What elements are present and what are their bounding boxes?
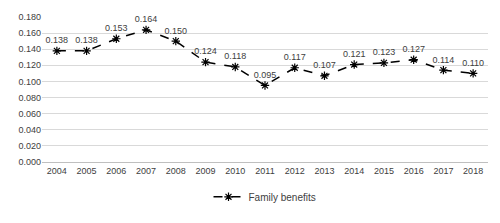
svg-text:0.138: 0.138 [46,35,69,45]
svg-text:0.107: 0.107 [313,60,336,70]
svg-text:2004: 2004 [47,166,67,176]
svg-text:0.124: 0.124 [194,46,217,56]
svg-text:2017: 2017 [433,166,453,176]
svg-text:0.114: 0.114 [432,55,454,65]
svg-text:0.123: 0.123 [373,47,396,57]
svg-text:0.020: 0.020 [18,141,41,151]
svg-text:0.153: 0.153 [105,23,128,33]
svg-text:0.120: 0.120 [18,60,41,70]
svg-text:0.164: 0.164 [135,14,158,24]
svg-text:2012: 2012 [285,166,305,176]
svg-text:2015: 2015 [374,166,394,176]
svg-text:2009: 2009 [196,166,216,176]
svg-text:2016: 2016 [404,166,424,176]
svg-text:2007: 2007 [136,166,156,176]
svg-text:2013: 2013 [314,166,334,176]
svg-text:2008: 2008 [166,166,186,176]
svg-text:2010: 2010 [225,166,245,176]
svg-text:0.080: 0.080 [18,93,41,103]
svg-text:0.000: 0.000 [18,157,41,167]
svg-text:2011: 2011 [255,166,274,176]
svg-text:0.140: 0.140 [18,44,41,54]
svg-text:2014: 2014 [344,166,364,176]
svg-text:0.060: 0.060 [18,109,41,119]
svg-text:0.180: 0.180 [18,12,41,22]
svg-text:0.118: 0.118 [224,51,246,61]
svg-text:2006: 2006 [106,166,126,176]
svg-text:0.160: 0.160 [18,28,41,38]
svg-text:2005: 2005 [77,166,97,176]
svg-text:0.100: 0.100 [18,77,41,87]
svg-text:0.040: 0.040 [18,125,41,135]
svg-text:0.138: 0.138 [75,35,98,45]
svg-text:0.127: 0.127 [402,44,425,54]
svg-text:0.117: 0.117 [284,52,306,62]
svg-text:Family benefits: Family benefits [249,192,316,203]
svg-text:0.095: 0.095 [254,70,277,80]
svg-text:0.150: 0.150 [165,26,188,36]
svg-text:0.121: 0.121 [343,49,366,59]
svg-text:0.110: 0.110 [462,58,484,68]
svg-text:2018: 2018 [463,166,483,176]
